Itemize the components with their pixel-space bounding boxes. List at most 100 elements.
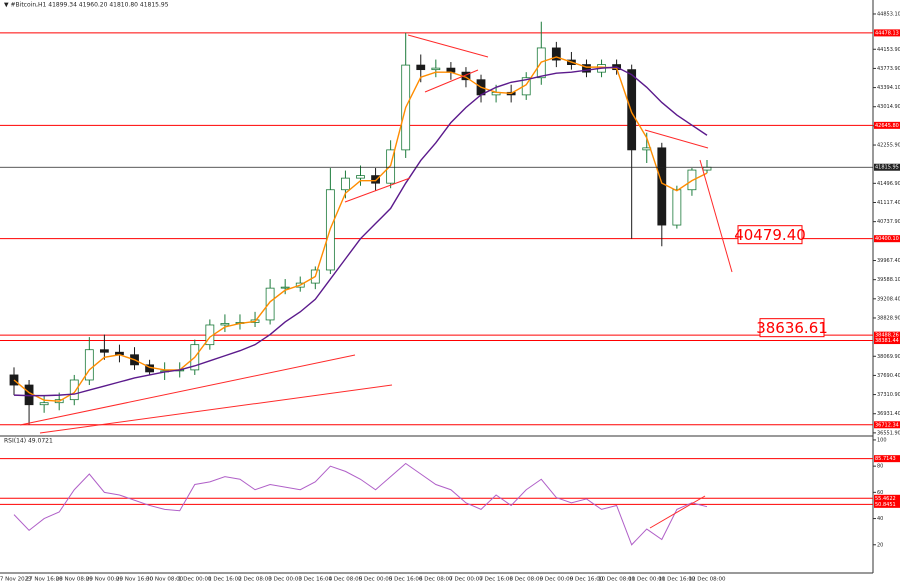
level-label-box [874,500,900,508]
x-tick-label: 29 Nov 16:00 [116,577,154,583]
x-tick-label: 1 Dec 16:00 [208,577,242,583]
x-tick-label: 6 Dec 08:00 [419,577,453,583]
x-tick-label: 11 Dec 16:00 [658,577,695,583]
candle-body [99,349,109,353]
y-tick-label: 37310.90 [877,392,900,398]
candle-body [672,189,682,226]
y-tick-label: 38828.90 [877,315,900,321]
trend-line [39,384,393,434]
candle-body [39,402,49,406]
y-tick-label: 42255.90 [877,143,900,149]
candle-body [69,379,79,401]
y-tick-label: 43014.90 [877,104,900,110]
y-tick-label: 44153.90 [877,47,900,53]
level-label: 36712.34 [875,422,899,428]
level-label: 40400.10 [875,236,899,242]
candle-body [280,286,290,289]
rsi-title: RSI(14) 49.0721 [4,438,53,445]
x-tick-label: 11 Dec 00:00 [628,577,665,583]
candle-body [265,287,275,321]
x-tick-label: 4 Dec 08:00 [329,577,363,583]
trend-line [19,354,356,426]
level-label-box [874,421,900,429]
y-tick-label: 41117.40 [877,200,900,206]
x-tick-label: 1 Dec 00:00 [178,577,212,583]
moving-average [13,66,708,397]
level-label-box [874,455,900,463]
y-tick-label: 43394.10 [877,85,900,91]
level-label: 42645.80 [875,123,899,129]
x-tick-label: 9 Dec 16:00 [570,577,604,583]
level-label: 50.8451 [875,502,896,508]
last-price-label: 41815.95 [875,165,899,171]
x-tick-label: 5 Dec 00:00 [359,577,393,583]
candle-body [657,147,667,226]
level-label: 55.4622 [875,496,896,502]
candle-body [341,177,350,191]
annotation-box [759,318,825,338]
level-label-box [874,494,900,502]
y-tick-label: 39588.10 [877,277,900,283]
y-tick-label: 37690.40 [877,373,900,379]
candle-body [627,69,637,151]
level-label-box [874,121,900,129]
x-tick-label: 29 Nov 00:00 [86,577,124,583]
x-tick-label: 3 Dec 16:00 [299,577,333,583]
y-tick-label: 44853.10 [877,11,900,17]
y-tick-label: 80 [877,464,883,470]
x-tick-label: 28 Nov 08:00 [56,577,94,583]
y-tick-label: 43773.90 [877,66,900,72]
x-tick-label: 9 Dec 00:00 [540,577,574,583]
level-label-box [874,29,900,37]
chart-header: ▼ #Bitcoin,H1 41899.34 41960.20 41810.80… [4,2,169,9]
y-tick-label: 36931.40 [877,411,900,417]
x-tick-label: 8 Dec 08:00 [509,577,543,583]
x-tick-label: 5 Dec 16:00 [389,577,423,583]
x-tick-label: 27 Nov 16:00 [26,577,64,583]
x-tick-label: 7 Dec 16:00 [479,577,513,583]
y-tick-label: 41496.90 [877,181,900,187]
moving-average [13,56,708,402]
candle-body [356,175,365,179]
y-tick-label: 39208.40 [877,296,900,302]
candle-body [551,47,561,61]
candle-body [582,64,591,73]
level-label: 85.7143 [875,456,896,462]
trend-lines [19,34,733,529]
x-tick-label: 27 Nov 2023 [0,577,32,583]
trend-line [644,129,709,149]
y-tick-label: 39967.40 [877,258,900,264]
last-price-box [874,163,900,171]
trend-line [424,69,479,93]
annotation-box [737,225,803,245]
level-label-box [874,235,900,243]
candle-body [220,323,230,326]
level-label: 44478.13 [875,30,899,36]
trend-line [407,34,489,58]
y-tick-label: 38069.90 [877,354,900,360]
level-label: 38381.44 [875,338,899,344]
x-tick-label: 2 Dec 08:00 [238,577,272,583]
x-tick-label: 30 Nov 08:00 [146,577,184,583]
trend-line [649,495,706,529]
candle-body [431,67,441,71]
x-tick-label: 10 Dec 08:00 [598,577,635,583]
x-tick-label: 3 Dec 00:00 [268,577,302,583]
rsi-line [13,462,708,546]
y-tick-label: 20 [877,542,883,548]
candle-body [416,64,426,71]
x-tick-label: 7 Dec 00:00 [449,577,483,583]
annotation-label: 38636.61 [756,319,828,337]
y-tick-label: 40 [877,516,883,522]
y-tick-label: 36551.90 [877,430,900,436]
y-tick-label: 40737.90 [877,219,900,225]
candle-body [702,166,712,171]
level-label: 38488.26 [875,333,899,339]
trend-line [699,159,733,273]
candle-body [84,349,94,381]
trend-line [344,177,411,203]
candle-body [371,175,380,184]
y-tick-label: 100 [877,437,887,443]
